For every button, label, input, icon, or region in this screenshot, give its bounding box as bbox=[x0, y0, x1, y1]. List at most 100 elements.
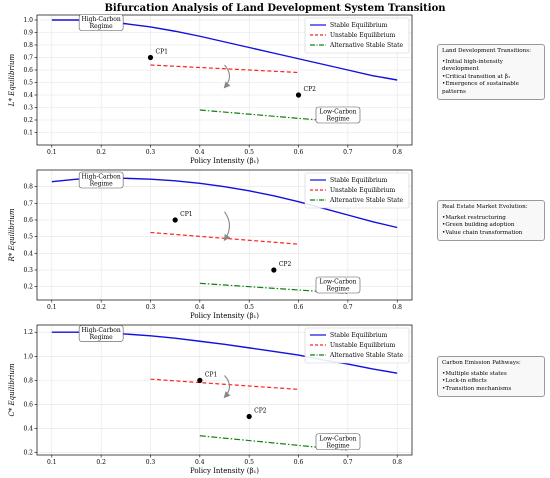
x-tick-label: 0.3 bbox=[146, 459, 156, 466]
y-tick-label: 0.7 bbox=[23, 200, 33, 207]
y-tick-label: 0.2 bbox=[23, 117, 33, 124]
x-tick-label: 0.2 bbox=[96, 149, 106, 156]
regime-annotation-line: Low-Carbon bbox=[319, 279, 356, 286]
regime-annotation-line: Low-Carbon bbox=[319, 435, 356, 442]
y-tick-label: 0.3 bbox=[23, 105, 33, 112]
y-tick-label: 0.4 bbox=[23, 250, 33, 257]
regime-annotation-line: Low-Carbon bbox=[319, 109, 356, 116]
plot-frame bbox=[36, 14, 413, 146]
regime-annotation-line: High-Carbon bbox=[82, 174, 121, 181]
legend-label: Alternative Stable State bbox=[329, 352, 404, 359]
y-tick-label: 0.4 bbox=[23, 426, 33, 433]
y-tick-label: 1.0 bbox=[23, 17, 33, 24]
transition-arrow bbox=[223, 211, 231, 242]
regime-annotation-box bbox=[78, 325, 124, 342]
regime-annotation-box bbox=[78, 171, 124, 189]
y-tick-label: 0.8 bbox=[23, 377, 33, 384]
critical-point-marker bbox=[246, 413, 252, 420]
figure-title: Bifurcation Analysis of Land Development… bbox=[104, 3, 446, 14]
info-box-item: Transition mechanisms bbox=[442, 386, 540, 394]
x-tick-label: 0.2 bbox=[96, 304, 106, 311]
x-tick-label: 0.8 bbox=[392, 459, 402, 466]
y-tick-label: 0.7 bbox=[23, 55, 33, 62]
info-box-item: Multiple stable states bbox=[442, 371, 540, 379]
y-tick-label: 0.1 bbox=[23, 130, 33, 137]
regime-annotation-line: Regime bbox=[326, 442, 350, 449]
chart-panel-3 bbox=[34, 324, 413, 458]
x-tick-label: 0.7 bbox=[343, 149, 353, 156]
y-tick-label: 0.5 bbox=[23, 234, 33, 241]
critical-point-marker bbox=[147, 54, 154, 61]
x-tick-label: 0.1 bbox=[47, 304, 57, 311]
regime-annotation-line: Regime bbox=[326, 286, 350, 293]
info-box-title: Real Estate Market Evolution: bbox=[442, 204, 528, 210]
x-tick-label: 0.4 bbox=[195, 304, 205, 311]
y-tick-label: 0.6 bbox=[23, 401, 33, 408]
info-box-item: Lock-in effects bbox=[442, 378, 540, 386]
legend-label: Unstable Equilibrium bbox=[330, 342, 396, 349]
x-tick-label: 0.2 bbox=[96, 459, 106, 466]
info-box-item: Green building adoption bbox=[442, 222, 540, 230]
plot-frame bbox=[36, 169, 413, 301]
info-box-title: Carbon Emission Pathways: bbox=[442, 360, 521, 366]
legend-label: Alternative Stable State bbox=[329, 197, 404, 204]
critical-point-label: CP2 bbox=[279, 261, 292, 268]
regime-annotation-line: Regime bbox=[90, 181, 114, 188]
y-tick-label: 0.3 bbox=[23, 267, 33, 274]
transition-arrow bbox=[223, 375, 231, 399]
x-tick-label: 0.3 bbox=[146, 149, 156, 156]
critical-point-label: CP1 bbox=[155, 49, 167, 56]
info-box-item: Market restructuring bbox=[442, 215, 540, 223]
info-box-item: Initial high-intensity development bbox=[442, 59, 540, 74]
y-tick-label: 0.5 bbox=[23, 80, 33, 87]
regime-annotation-line: High-Carbon bbox=[82, 327, 121, 334]
critical-point-label: CP2 bbox=[254, 407, 267, 414]
info-box-land: Land Development Transitions: Initial hi… bbox=[437, 44, 545, 101]
x-tick-label: 0.6 bbox=[294, 304, 304, 311]
transition-arrow bbox=[223, 64, 231, 89]
x-axis-label: Policy Intensity (β₁) bbox=[190, 312, 259, 320]
legend-label: Stable Equilibrium bbox=[330, 332, 388, 339]
regime-annotation-line: Regime bbox=[90, 23, 114, 30]
regime-annotation-box bbox=[315, 106, 361, 124]
x-tick-label: 0.3 bbox=[146, 304, 156, 311]
y-axis-label: L* Equilibrium bbox=[8, 53, 16, 107]
legend-box bbox=[304, 327, 410, 364]
x-tick-label: 0.7 bbox=[343, 459, 353, 466]
y-tick-label: 0.6 bbox=[23, 217, 33, 224]
info-box-item: Value chain transformation bbox=[442, 230, 540, 238]
x-tick-label: 0.1 bbox=[47, 459, 57, 466]
x-tick-label: 0.5 bbox=[244, 304, 254, 311]
x-axis-label: Policy Intensity (β₁) bbox=[190, 157, 259, 165]
regime-annotation-box bbox=[315, 276, 361, 294]
legend-box bbox=[304, 17, 410, 54]
critical-point-label: CP1 bbox=[180, 211, 192, 218]
info-box-item: Emergence of sustainable patterns bbox=[442, 81, 540, 96]
y-tick-label: 0.8 bbox=[23, 184, 33, 191]
y-tick-label: 1.0 bbox=[23, 353, 33, 360]
regime-annotation-box bbox=[78, 14, 124, 31]
critical-point-label: CP1 bbox=[205, 371, 217, 378]
x-tick-label: 0.1 bbox=[47, 149, 57, 156]
regime-annotation-line: Regime bbox=[326, 116, 350, 123]
info-box-real-estate: Real Estate Market Evolution: Market res… bbox=[437, 200, 545, 242]
x-tick-label: 0.4 bbox=[195, 149, 205, 156]
legend-box bbox=[304, 172, 410, 209]
x-tick-label: 0.5 bbox=[244, 459, 254, 466]
x-axis-label: Policy Intensity (β₁) bbox=[190, 467, 259, 475]
y-tick-label: 0.9 bbox=[23, 30, 33, 37]
y-tick-label: 0.4 bbox=[23, 92, 33, 99]
chart-panel-2 bbox=[34, 169, 413, 303]
series-line-dashed bbox=[150, 231, 299, 245]
plot-frame bbox=[36, 324, 413, 456]
y-tick-label: 0.6 bbox=[23, 67, 33, 74]
regime-annotation-line: High-Carbon bbox=[82, 16, 121, 23]
critical-point-marker bbox=[271, 267, 277, 273]
critical-point-marker bbox=[172, 217, 178, 223]
legend-label: Stable Equilibrium bbox=[330, 22, 388, 29]
critical-point-marker bbox=[295, 92, 302, 98]
legend-label: Unstable Equilibrium bbox=[330, 187, 396, 194]
info-box-item: Critical transition at β₁ bbox=[442, 74, 540, 82]
y-axis-label: C* Equilibrium bbox=[8, 363, 16, 416]
critical-point-marker bbox=[197, 377, 203, 383]
